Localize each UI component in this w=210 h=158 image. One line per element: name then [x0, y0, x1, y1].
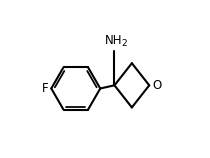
Text: F: F [42, 82, 49, 95]
Text: NH: NH [105, 34, 122, 47]
Text: 2: 2 [121, 39, 127, 48]
Text: O: O [153, 79, 162, 92]
